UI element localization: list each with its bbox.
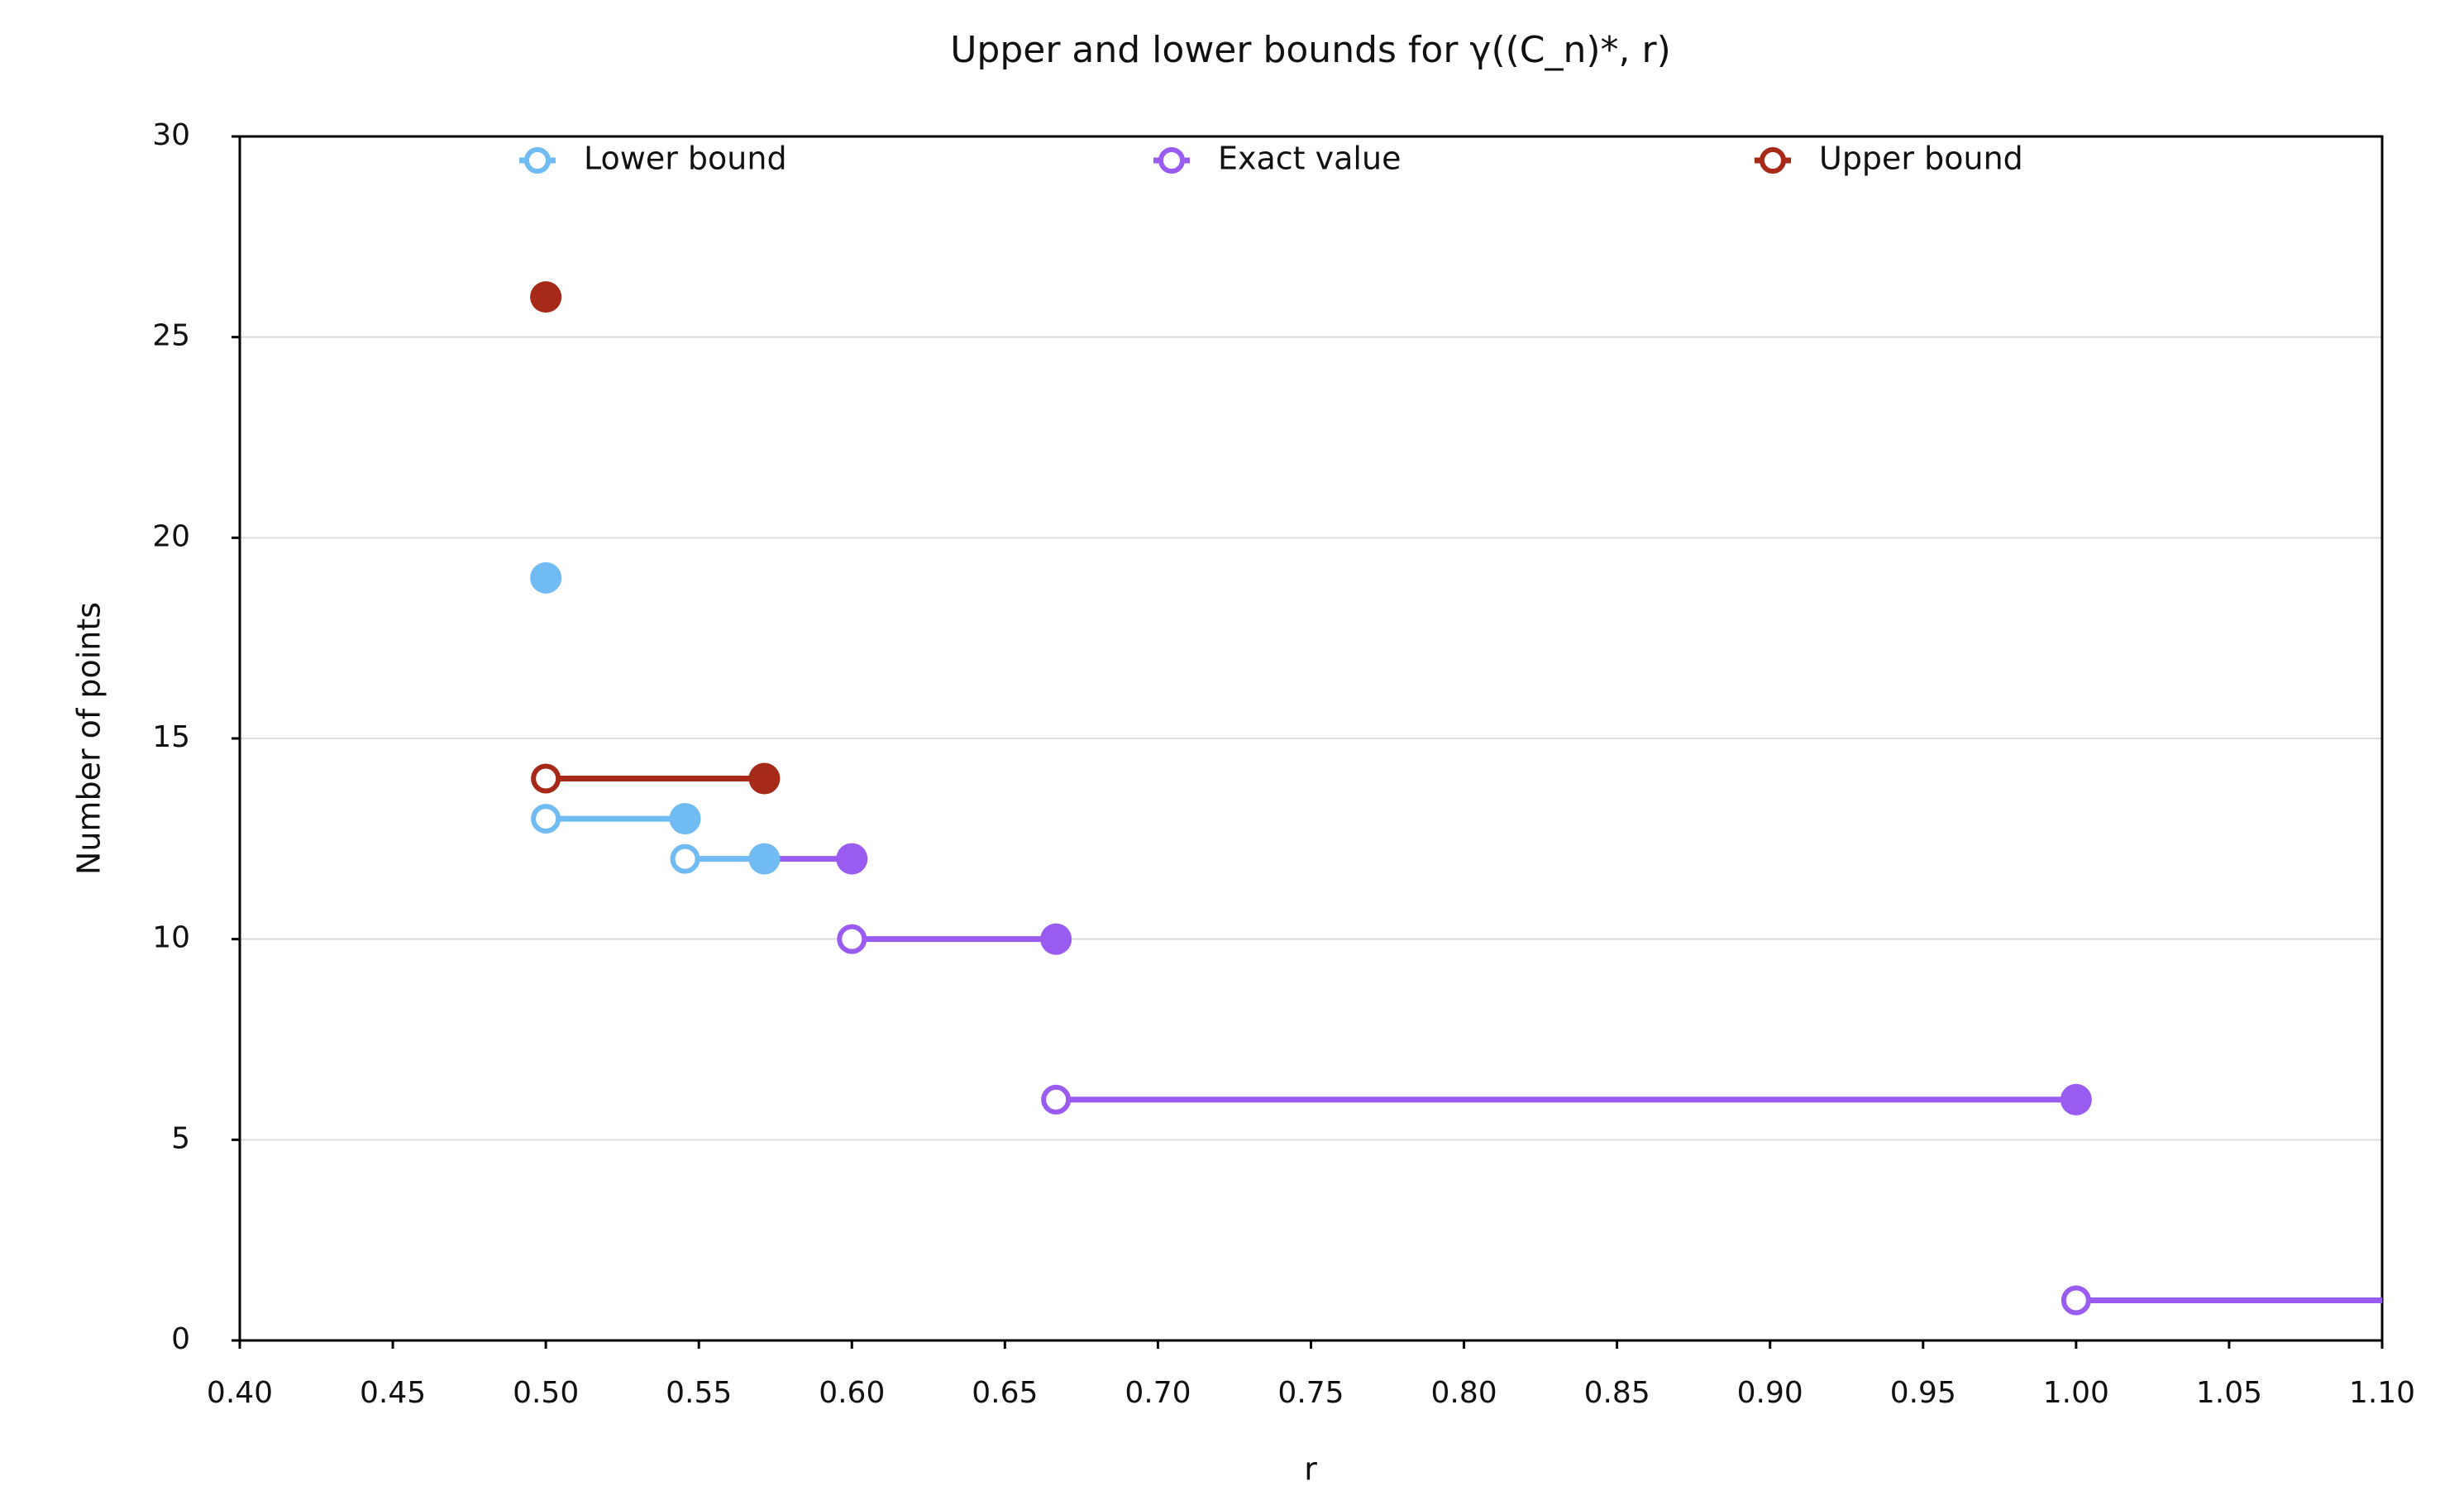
y-tick-label: 0 [171, 1322, 190, 1356]
open-marker [837, 924, 867, 954]
legend-marker [1158, 147, 1185, 174]
x-tick-label: 0.40 [207, 1376, 273, 1410]
y-axis-label: Number of points [71, 602, 107, 875]
y-tick-label: 25 [152, 319, 190, 353]
x-tick-label: 1.05 [2196, 1376, 2262, 1410]
open-marker [531, 804, 561, 834]
open-marker [1041, 1084, 1072, 1115]
x-tick-label: 0.55 [666, 1376, 732, 1410]
x-tick-label: 0.90 [1737, 1376, 1803, 1410]
x-axis-label: r [1304, 1451, 1317, 1488]
x-tick-label: 0.80 [1430, 1376, 1497, 1410]
filled-marker [1040, 923, 1072, 955]
x-tick-label: 1.10 [2349, 1376, 2415, 1410]
y-tick-label: 10 [152, 921, 190, 955]
filled-marker [2060, 1083, 2092, 1116]
x-tick-label: 0.85 [1584, 1376, 1650, 1410]
y-tick-label: 30 [152, 118, 190, 152]
x-tick-label: 0.50 [513, 1376, 579, 1410]
x-tick-label: 0.65 [972, 1376, 1038, 1410]
x-tick-label: 0.75 [1277, 1376, 1344, 1410]
y-tick-label: 15 [152, 720, 190, 754]
filled-marker [530, 561, 562, 594]
x-tick-label: 0.60 [819, 1376, 885, 1410]
x-tick-label: 1.00 [2043, 1376, 2109, 1410]
y-tick-label: 5 [171, 1121, 190, 1155]
legend-label: Lower bound [584, 141, 787, 177]
x-tick-label: 0.70 [1125, 1376, 1191, 1410]
filled-marker [836, 843, 868, 875]
filled-marker [748, 762, 781, 795]
filled-marker [748, 843, 781, 875]
open-marker [670, 843, 700, 874]
legend-marker [1760, 147, 1786, 174]
open-marker [2060, 1285, 2091, 1316]
plot-frame [238, 135, 2384, 1342]
filled-marker [669, 803, 701, 835]
chart-title: Upper and lower bounds for γ((C_n)*, r) [950, 29, 1671, 71]
filled-marker [530, 281, 562, 313]
x-tick-label: 0.95 [1890, 1376, 1956, 1410]
open-marker [531, 763, 561, 794]
y-tick-label: 20 [152, 519, 190, 553]
legend-label: Exact value [1218, 141, 1401, 177]
legend-label: Upper bound [1819, 141, 2023, 177]
x-tick-label: 0.45 [360, 1376, 426, 1410]
legend-marker [524, 147, 551, 174]
